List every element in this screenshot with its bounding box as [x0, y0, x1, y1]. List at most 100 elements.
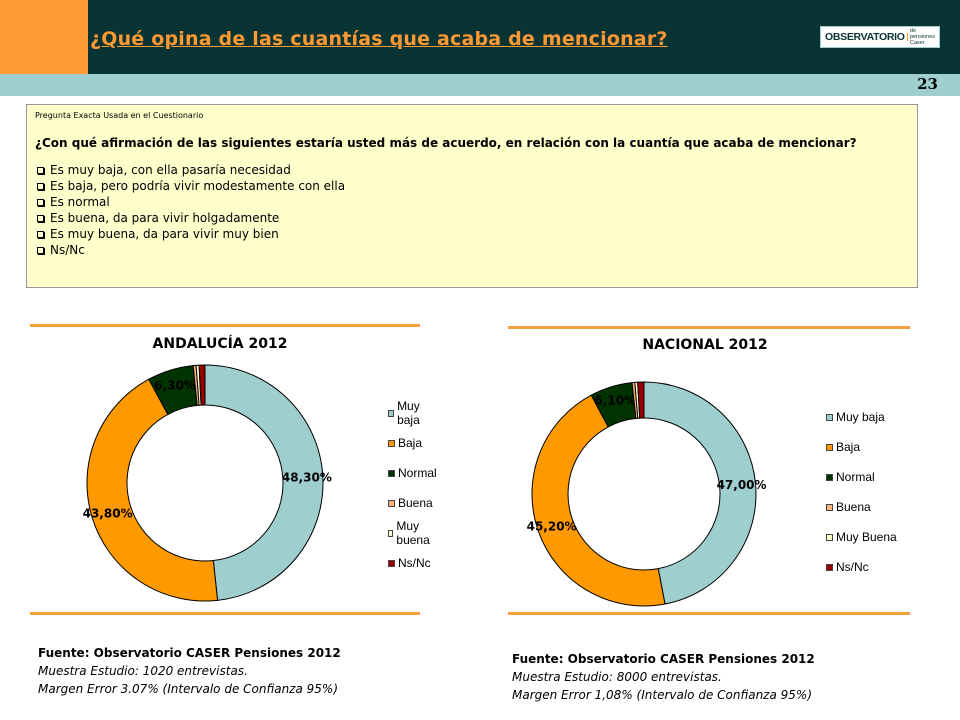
chart-andalucia: ANDALUCÍA 2012 48,30% 43,80% 6,30% Muy baj… [30, 324, 437, 616]
page-title: ¿Qué opina de las cuantías que acaba de … [90, 28, 668, 50]
legend-swatch [388, 499, 395, 507]
source-title: Fuente: Observatorio CASER Pensiones 201… [38, 646, 341, 660]
source-note-nacional: Fuente: Observatorio CASER Pensiones 201… [512, 650, 815, 704]
source-title: Fuente: Observatorio CASER Pensiones 201… [512, 652, 815, 666]
source-margin: Margen Error 1,08% (Intervalo de Confian… [512, 688, 812, 702]
question-options: Es muy baja, con ella pasaría necesidad … [35, 162, 909, 258]
option-label: Es muy baja, con ella pasaría necesidad [50, 163, 291, 177]
source-margin: Margen Error 3.07% (Intervalo de Confian… [38, 682, 338, 696]
checkbox-icon [37, 166, 44, 174]
legend-item: Normal [826, 462, 897, 492]
legend-swatch [826, 413, 833, 421]
data-label: 47,00% [717, 478, 767, 492]
logo-subtext: de pensiones Caser [910, 28, 935, 46]
donut-chart: 47,00% 45,20% 6,10% [527, 381, 767, 607]
legend-label: Ns/Nc [398, 556, 431, 570]
legend-item: Baja [388, 428, 437, 458]
data-label: 43,80% [83, 506, 133, 520]
legend-label: Baja [836, 440, 861, 454]
observatorio-logo: OBSERVATORIO de pensiones Caser [820, 26, 940, 48]
option-item: Es normal [35, 194, 909, 210]
chart-title: NACIONAL 2012 [642, 337, 768, 353]
option-item: Es muy buena, da para vivir muy bien [35, 226, 909, 242]
header-accent-block [0, 0, 88, 74]
data-label: 6,30% [154, 379, 196, 393]
source-note-andalucia: Fuente: Observatorio CASER Pensiones 201… [38, 644, 341, 698]
donut-chart: 48,30% 43,80% 6,30% [83, 364, 332, 602]
chart-top-rule [30, 324, 420, 327]
legend-swatch [826, 503, 833, 511]
legend-label: Normal [836, 470, 875, 484]
logo-mark-icon [906, 33, 908, 41]
legend-item: Muy baja [388, 398, 437, 428]
legend-label: Normal [398, 466, 437, 480]
chart-title: ANDALUCÍA 2012 [152, 336, 288, 352]
legend-item: Baja [826, 432, 897, 462]
legend-item: Muy Buena [826, 522, 897, 552]
logo-sub-line-2: Caser [909, 40, 925, 46]
legend-item: Ns/Nc [826, 552, 897, 582]
legend-swatch [388, 469, 395, 477]
option-item: Es baja, pero podría vivir modestamente … [35, 178, 909, 194]
checkbox-icon [37, 246, 44, 254]
legend-label: Buena [836, 500, 871, 514]
legend-item: Muy baja [826, 402, 897, 432]
option-item: Ns/Nc [35, 242, 909, 258]
legend-label: Muy baja [397, 399, 420, 427]
legend-item: Buena [388, 488, 437, 518]
option-item: Es muy baja, con ella pasaría necesidad [35, 162, 909, 178]
legend-label: Muy Buena [836, 530, 897, 544]
legend-swatch [826, 473, 833, 481]
legend-item: Buena [826, 492, 897, 522]
donut-slice-ns-nc [637, 381, 645, 419]
data-label: 45,20% [527, 520, 577, 534]
legend-label: Ns/Nc [836, 560, 869, 574]
legend-item: Muy buena [388, 518, 437, 548]
source-sample: Muestra Estudio: 1020 entrevistas. [38, 664, 248, 678]
donut-slice-baja [531, 394, 666, 607]
option-label: Ns/Nc [50, 243, 85, 257]
header-subbar [0, 74, 960, 96]
legend-swatch [826, 443, 833, 451]
chart-top-rule [508, 326, 910, 329]
question-box: Pregunta Exacta Usada en el Cuestionario… [26, 104, 918, 288]
legend-label: Muy buena [396, 519, 430, 547]
legend-item: Normal [388, 458, 437, 488]
option-label: Es baja, pero podría vivir modestamente … [50, 179, 346, 193]
logo-sub-line-1: de pensiones [909, 28, 935, 40]
chart-legend: Muy baja Baja Normal Buena Muy buena Ns/Nc [388, 398, 437, 578]
legend-label: Muy baja [836, 410, 885, 424]
source-sample: Muestra Estudio: 8000 entrevistas. [512, 670, 722, 684]
question-label: Pregunta Exacta Usada en el Cuestionario [35, 111, 204, 120]
donut-slice-ns-nc [198, 364, 206, 406]
donut-slice-baja [86, 378, 219, 602]
checkbox-icon [37, 198, 44, 206]
legend-swatch [826, 563, 833, 571]
legend-swatch [388, 529, 394, 537]
chart-bottom-rule [508, 612, 910, 615]
legend-label: Baja [398, 436, 423, 450]
legend-swatch [388, 559, 395, 567]
chart-nacional: NACIONAL 2012 47,00% 45,20% 6,10% Muy baja… [508, 324, 910, 616]
checkbox-icon [37, 230, 44, 238]
data-label: 48,30% [282, 471, 332, 485]
option-label: Es normal [50, 195, 110, 209]
donut-slice-muy-baja [204, 364, 324, 601]
header-bar [0, 0, 960, 74]
page-number: 23 [917, 75, 938, 93]
logo-text: OBSERVATORIO [825, 31, 905, 43]
chart-legend: Muy baja Baja Normal Buena Muy Buena Ns/Nc [826, 402, 897, 582]
legend-item: Ns/Nc [388, 548, 437, 578]
legend-label: Buena [398, 496, 433, 510]
checkbox-icon [37, 182, 44, 190]
option-item: Es buena, da para vivir holgadamente [35, 210, 909, 226]
legend-swatch [826, 533, 833, 541]
donut-slice-muy-baja [643, 381, 757, 605]
checkbox-icon [37, 214, 44, 222]
data-label: 6,10% [594, 393, 636, 407]
legend-swatch [388, 409, 395, 417]
chart-bottom-rule [30, 612, 420, 615]
question-text: ¿Con qué afirmación de las siguientes es… [35, 136, 857, 150]
legend-swatch [388, 439, 395, 447]
option-label: Es buena, da para vivir holgadamente [50, 211, 280, 225]
